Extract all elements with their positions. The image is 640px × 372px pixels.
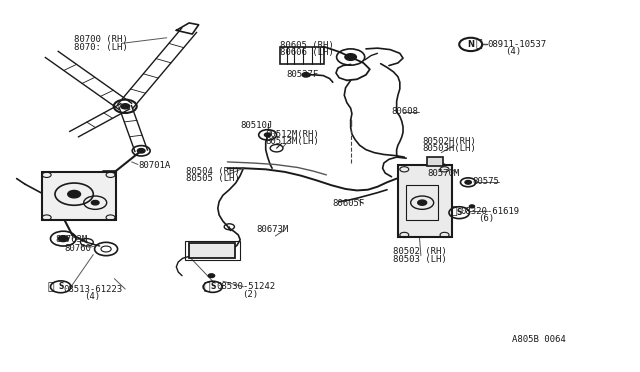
Circle shape <box>138 148 145 153</box>
Text: (6): (6) <box>478 214 495 223</box>
Text: S: S <box>210 282 216 291</box>
Text: Ⓢ: Ⓢ <box>47 282 54 292</box>
Bar <box>184 241 239 260</box>
Text: S: S <box>456 208 462 217</box>
Circle shape <box>469 205 474 208</box>
Text: 08530-51242: 08530-51242 <box>216 282 276 291</box>
Circle shape <box>264 133 271 137</box>
Text: 80504 (RH): 80504 (RH) <box>186 167 239 176</box>
Text: 80505 (LH): 80505 (LH) <box>186 174 239 183</box>
Text: N: N <box>467 40 474 49</box>
Circle shape <box>302 73 310 77</box>
Circle shape <box>58 235 68 241</box>
Text: 80503 (LH): 80503 (LH) <box>393 255 447 264</box>
Text: 80608: 80608 <box>392 108 419 116</box>
Circle shape <box>68 190 81 198</box>
Text: Ⓢ: Ⓢ <box>451 206 458 216</box>
Circle shape <box>121 104 130 109</box>
Text: 80606 (LH): 80606 (LH) <box>280 48 334 57</box>
Text: 80570M: 80570M <box>428 169 460 177</box>
Bar <box>280 46 324 64</box>
Text: 80700 (RH): 80700 (RH) <box>74 35 128 44</box>
Text: 08320-61619: 08320-61619 <box>461 207 520 216</box>
Text: 80763M: 80763M <box>55 235 87 244</box>
Text: 80503H(LH): 80503H(LH) <box>422 144 476 153</box>
Bar <box>428 157 444 166</box>
Bar <box>406 185 438 220</box>
Text: A805B 0064: A805B 0064 <box>511 335 565 344</box>
Bar <box>189 243 235 258</box>
Text: 80502 (RH): 80502 (RH) <box>393 247 447 256</box>
Text: Ⓝ: Ⓝ <box>475 39 482 49</box>
Text: 80701A: 80701A <box>138 161 170 170</box>
Text: 08911-10537: 08911-10537 <box>487 40 547 49</box>
Text: 80605F: 80605F <box>333 199 365 208</box>
Text: 80575: 80575 <box>472 177 499 186</box>
Text: (4): (4) <box>84 292 100 301</box>
Circle shape <box>345 54 356 60</box>
Text: 80513M(LH): 80513M(LH) <box>266 137 319 146</box>
Text: 80527F: 80527F <box>287 70 319 79</box>
Circle shape <box>465 180 471 184</box>
Bar <box>398 165 452 237</box>
Text: S: S <box>58 282 63 291</box>
Text: (4): (4) <box>505 47 522 56</box>
Text: 80502H(RH): 80502H(RH) <box>422 137 476 146</box>
Text: Ⓢ: Ⓢ <box>203 282 210 292</box>
Circle shape <box>208 274 214 278</box>
Text: 80512M(RH): 80512M(RH) <box>266 129 319 139</box>
Text: (2): (2) <box>242 290 258 299</box>
Text: 80760: 80760 <box>65 244 92 253</box>
Circle shape <box>418 200 427 205</box>
Text: 80605 (RH): 80605 (RH) <box>280 41 334 50</box>
Bar <box>42 172 116 220</box>
Circle shape <box>92 201 99 205</box>
Text: 8070: (LH): 8070: (LH) <box>74 42 128 51</box>
Text: 80673M: 80673M <box>256 225 289 234</box>
Text: 08513-61223: 08513-61223 <box>63 285 122 294</box>
Text: 80510J: 80510J <box>240 122 273 131</box>
